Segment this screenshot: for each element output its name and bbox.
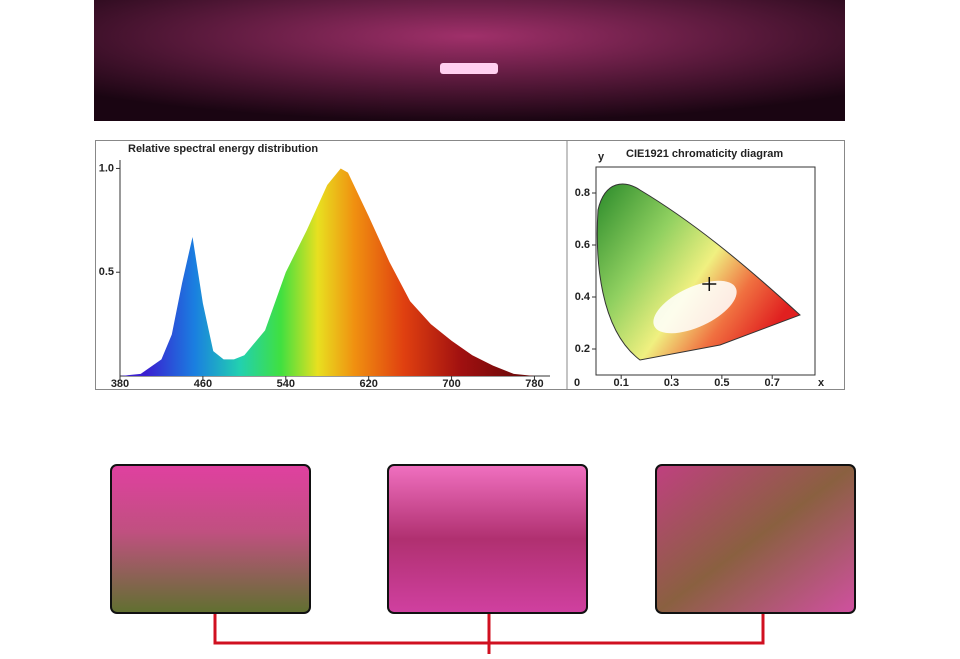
origin-label: 0	[574, 377, 580, 389]
x-tick-label: 0.3	[664, 377, 679, 389]
x-tick-label: 780	[525, 378, 543, 390]
y-axis-label: y	[598, 151, 605, 163]
x-tick-label: 460	[194, 378, 212, 390]
cie-title: CIE1921 chromaticity diagram	[626, 148, 783, 160]
cie-plot-frame	[595, 166, 816, 376]
x-axis-label: x	[818, 377, 825, 389]
chart-title: Relative spectral energy distribution	[128, 143, 318, 155]
x-tick-label: 0.1	[614, 377, 629, 389]
x-tick-label: 620	[359, 378, 377, 390]
x-tick-label: 700	[442, 378, 460, 390]
spectral-locus	[596, 183, 801, 361]
connector	[213, 614, 765, 654]
y-tick-label: 0.6	[575, 239, 590, 251]
banner-photo	[94, 0, 845, 121]
x-tick-label: 540	[277, 378, 295, 390]
photo	[655, 464, 856, 614]
x-tick-label: 0.5	[714, 377, 729, 389]
y-tick-label: 0.8	[575, 187, 590, 199]
led-chip	[440, 63, 498, 74]
white-point	[702, 277, 717, 291]
x-tick-label: 380	[111, 378, 129, 390]
photos	[110, 464, 856, 614]
y-tick-label: 0.5	[99, 266, 114, 278]
y-tick-label: 1.0	[99, 162, 114, 174]
y-tick-label: 0.4	[575, 291, 591, 303]
spectrum-area	[120, 168, 535, 376]
x-tick-label: 0.7	[765, 377, 780, 389]
planckian-region	[653, 280, 737, 334]
photo	[110, 464, 311, 614]
photo	[387, 464, 588, 614]
y-tick-label: 0.2	[575, 343, 590, 355]
